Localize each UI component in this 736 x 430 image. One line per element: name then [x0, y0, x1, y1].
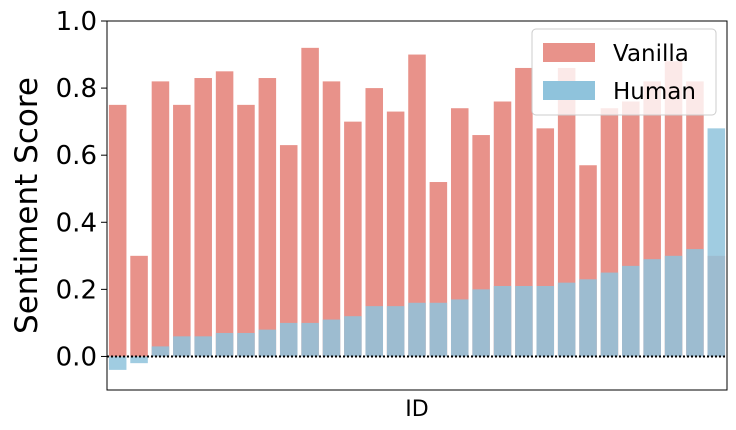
y-tick-label: 0.4: [56, 208, 97, 238]
human-bar-17: [450, 299, 469, 357]
y-tick-label: 1.0: [56, 7, 97, 37]
vanilla-bar-17: [450, 108, 469, 357]
human-bar-23: [579, 279, 597, 357]
human-bar-18: [472, 289, 490, 357]
human-bar-7: [237, 332, 255, 357]
human-bar-27: [664, 255, 683, 357]
human-bar-15: [408, 302, 426, 357]
human-bar-22: [557, 282, 576, 357]
y-tick-label: 0.2: [56, 275, 97, 305]
vanilla-bar-7: [237, 104, 255, 357]
vanilla-bar-5: [194, 78, 212, 357]
vanilla-bar-10: [301, 47, 319, 357]
human-bar-4: [173, 336, 191, 357]
y-tick-label: 0.0: [56, 342, 97, 372]
human-bar-24: [600, 272, 619, 357]
vanilla-legend-label: Vanilla: [613, 41, 689, 67]
human-bar-16: [429, 302, 448, 357]
vanilla-bar-3: [151, 81, 170, 357]
human-bars: [108, 128, 726, 370]
human-bar-12: [344, 316, 362, 357]
human-bar-14: [386, 306, 405, 357]
vanilla-bar-1: [108, 104, 127, 357]
human-bar-10: [301, 322, 319, 357]
y-axis-title: Sentiment Score: [9, 77, 45, 334]
human-bar-3: [151, 346, 170, 357]
human-bar-6: [215, 332, 234, 357]
vanilla-legend-swatch: [543, 43, 595, 62]
human-bar-26: [643, 259, 661, 357]
human-bar-5: [194, 336, 212, 357]
human-bar-28: [686, 249, 704, 357]
human-bar-29: [707, 128, 726, 357]
human-legend-swatch: [543, 81, 595, 100]
vanilla-bar-6: [215, 71, 234, 357]
y-tick-label: 0.8: [56, 74, 97, 104]
vanilla-bar-11: [322, 81, 341, 357]
y-axis-ticks: 0.0 0.2 0.4 0.6 0.8 1.0: [56, 7, 107, 372]
y-tick-label: 0.6: [56, 141, 97, 171]
human-bar-21: [536, 286, 555, 357]
x-axis-title: ID: [405, 397, 428, 422]
vanilla-bar-4: [173, 104, 191, 357]
vanilla-bar-8: [258, 78, 277, 357]
vanilla-bar-9: [279, 145, 298, 357]
human-bar-13: [365, 306, 384, 357]
human-bar-9: [279, 322, 298, 357]
human-bar-8: [258, 329, 277, 357]
human-bar-20: [515, 286, 533, 357]
human-bar-19: [493, 286, 512, 357]
legend: Vanilla Human: [531, 28, 717, 116]
human-bar-25: [622, 265, 640, 357]
plot-frame: [106, 20, 728, 391]
vanilla-bar-15: [408, 54, 426, 357]
vanilla-bar-12: [344, 121, 362, 357]
human-legend-label: Human: [613, 79, 696, 105]
human-bar-2: [130, 356, 148, 364]
human-bar-1: [108, 356, 127, 370]
vanilla-bar-20: [515, 67, 533, 357]
vanilla-bar-2: [130, 255, 148, 357]
vanilla-bar-13: [365, 88, 384, 357]
human-bar-11: [322, 319, 341, 357]
vanilla-bar-14: [386, 111, 405, 357]
